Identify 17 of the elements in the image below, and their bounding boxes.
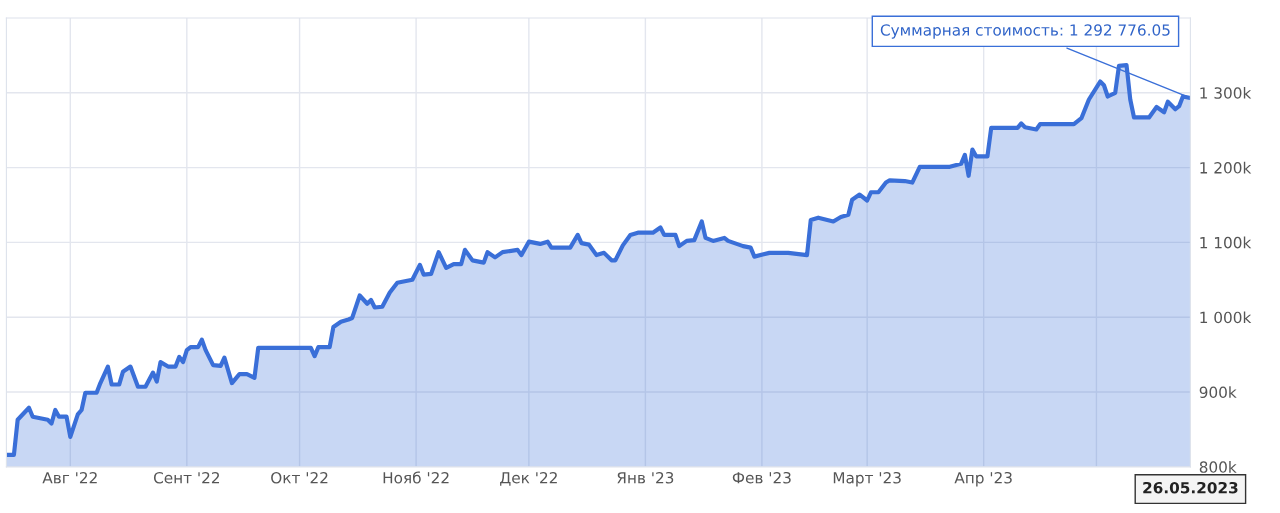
- y-tick-label: 800k: [1199, 461, 1237, 473]
- annotation: Суммарная стоимость: 1 292 776.05: [880, 24, 1170, 39]
- x-tick-label: Авг '22: [42, 471, 97, 484]
- text: 26.05.2023: [1143, 481, 1238, 494]
- x-tick-label: Окт '22: [271, 471, 328, 484]
- y-tick-label: 900k: [1199, 386, 1237, 399]
- x-tick-label: Март '23: [833, 471, 901, 487]
- x-tick-label: Нояб '22: [383, 471, 449, 484]
- y-tick-label: 1 100k: [1200, 236, 1252, 249]
- x-tick-label: Янв '23: [617, 471, 674, 484]
- y-tick-label: 1 000k: [1200, 311, 1252, 324]
- y-tick-label: 1 200k: [1200, 161, 1252, 174]
- x-tick-label: Дек '22: [500, 471, 557, 486]
- x-tick-label: Апр '23: [954, 471, 1012, 487]
- y-tick-label: 1 300k: [1200, 86, 1252, 99]
- x-tick-label: Фев '23: [732, 471, 791, 484]
- x-tick-label: Сент '22: [153, 471, 220, 484]
